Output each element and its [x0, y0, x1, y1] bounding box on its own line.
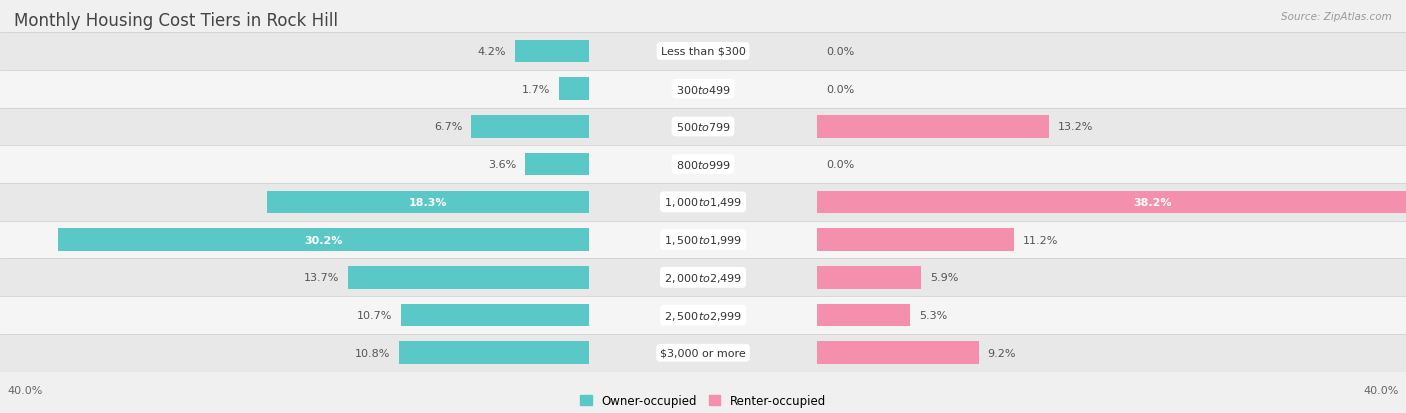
Bar: [0, 334, 1406, 372]
Bar: [0, 297, 1406, 334]
Text: 18.3%: 18.3%: [409, 197, 447, 207]
Text: 13.2%: 13.2%: [1057, 122, 1094, 132]
Bar: [526, 154, 589, 176]
Text: $800 to $999: $800 to $999: [675, 159, 731, 171]
Text: $2,000 to $2,499: $2,000 to $2,499: [664, 271, 742, 284]
Bar: [817, 304, 911, 327]
Text: 0.0%: 0.0%: [827, 160, 855, 170]
Bar: [0, 259, 1406, 297]
Bar: [0, 33, 1406, 71]
Text: 40.0%: 40.0%: [7, 385, 42, 395]
Bar: [0, 108, 1406, 146]
Bar: [817, 342, 979, 364]
Text: 4.2%: 4.2%: [478, 47, 506, 57]
Bar: [817, 229, 1014, 251]
Text: 40.0%: 40.0%: [1364, 385, 1399, 395]
Text: Source: ZipAtlas.com: Source: ZipAtlas.com: [1281, 12, 1392, 22]
Bar: [0, 146, 1406, 183]
Text: 0.0%: 0.0%: [827, 47, 855, 57]
Text: 3.6%: 3.6%: [488, 160, 517, 170]
Bar: [560, 78, 589, 101]
Text: 6.7%: 6.7%: [434, 122, 463, 132]
Text: 10.8%: 10.8%: [354, 348, 391, 358]
Text: $300 to $499: $300 to $499: [675, 83, 731, 95]
Text: 30.2%: 30.2%: [304, 235, 343, 245]
Legend: Owner-occupied, Renter-occupied: Owner-occupied, Renter-occupied: [579, 394, 827, 407]
Text: $3,000 or more: $3,000 or more: [661, 348, 745, 358]
Text: 13.7%: 13.7%: [304, 273, 339, 282]
Bar: [0, 183, 1406, 221]
Bar: [817, 116, 1049, 138]
Bar: [817, 266, 921, 289]
Text: $500 to $799: $500 to $799: [675, 121, 731, 133]
Bar: [0, 221, 1406, 259]
Bar: [515, 40, 589, 63]
Text: 38.2%: 38.2%: [1133, 197, 1173, 207]
Text: 9.2%: 9.2%: [987, 348, 1017, 358]
Bar: [471, 116, 589, 138]
Text: $1,000 to $1,499: $1,000 to $1,499: [664, 196, 742, 209]
Text: 10.7%: 10.7%: [357, 310, 392, 320]
Text: 11.2%: 11.2%: [1024, 235, 1059, 245]
Bar: [399, 342, 589, 364]
Text: Monthly Housing Cost Tiers in Rock Hill: Monthly Housing Cost Tiers in Rock Hill: [14, 12, 337, 30]
Bar: [58, 229, 589, 251]
Bar: [401, 304, 589, 327]
Text: 1.7%: 1.7%: [522, 85, 550, 95]
Text: 5.9%: 5.9%: [929, 273, 957, 282]
Bar: [0, 71, 1406, 108]
Text: 0.0%: 0.0%: [827, 85, 855, 95]
Text: Less than $300: Less than $300: [661, 47, 745, 57]
Bar: [267, 191, 589, 214]
Text: $1,500 to $1,999: $1,500 to $1,999: [664, 233, 742, 247]
Text: $2,500 to $2,999: $2,500 to $2,999: [664, 309, 742, 322]
Text: 5.3%: 5.3%: [920, 310, 948, 320]
Bar: [349, 266, 589, 289]
Bar: [817, 191, 1406, 214]
